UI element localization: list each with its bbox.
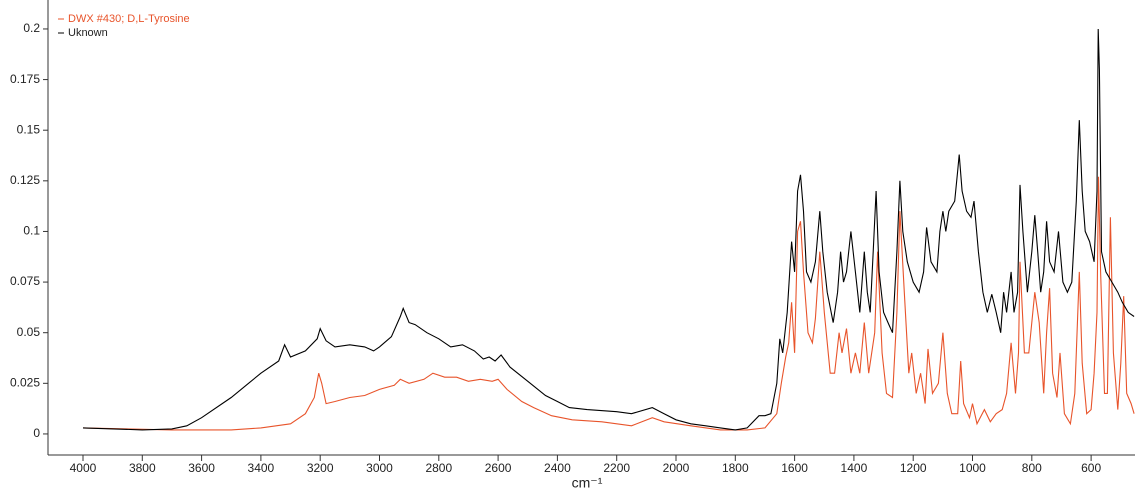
x-tick-label: 1400 bbox=[841, 461, 868, 475]
y-tick-label: 0.075 bbox=[10, 274, 40, 288]
y-tick-label: 0.15 bbox=[17, 122, 41, 136]
y-tick-label: 0.1 bbox=[23, 224, 40, 238]
x-axis-label: cm⁻¹ bbox=[572, 475, 603, 491]
y-tick-label: 0.175 bbox=[10, 72, 40, 86]
x-tick-label: 1800 bbox=[722, 461, 749, 475]
series-line bbox=[82, 28, 1135, 431]
x-tick-label: 2600 bbox=[485, 461, 512, 475]
legend: DWX #430; D,L-Tyrosine Uknown bbox=[58, 13, 190, 39]
x-tick-label: 800 bbox=[1022, 461, 1042, 475]
x-tick-label: 4000 bbox=[70, 461, 97, 475]
x-tick-label: 3200 bbox=[307, 461, 334, 475]
x-tick-label: 3400 bbox=[248, 461, 275, 475]
y-tick-label: 0.2 bbox=[23, 21, 40, 35]
legend-label: Uknown bbox=[68, 27, 108, 39]
series-line bbox=[82, 176, 1135, 431]
x-tick-label: 2800 bbox=[425, 461, 452, 475]
x-tick-label: 1600 bbox=[781, 461, 808, 475]
x-tick-label: 2400 bbox=[544, 461, 571, 475]
x-tick-label: 1200 bbox=[900, 461, 927, 475]
y-tick-label: 0 bbox=[33, 426, 40, 440]
x-tick-label: 3800 bbox=[129, 461, 156, 475]
legend-label: DWX #430; D,L-Tyrosine bbox=[68, 13, 190, 25]
x-tick-label: 2000 bbox=[663, 461, 690, 475]
y-tick-label: 0.05 bbox=[17, 325, 41, 339]
x-tick-label: 600 bbox=[1081, 461, 1101, 475]
y-tick-label: 0.025 bbox=[10, 375, 40, 389]
y-tick-label: 0.125 bbox=[10, 173, 40, 187]
x-tick-label: 1000 bbox=[959, 461, 986, 475]
x-tick-label: 3000 bbox=[366, 461, 393, 475]
x-tick-label: 3600 bbox=[188, 461, 215, 475]
x-tick-label: 2200 bbox=[603, 461, 630, 475]
